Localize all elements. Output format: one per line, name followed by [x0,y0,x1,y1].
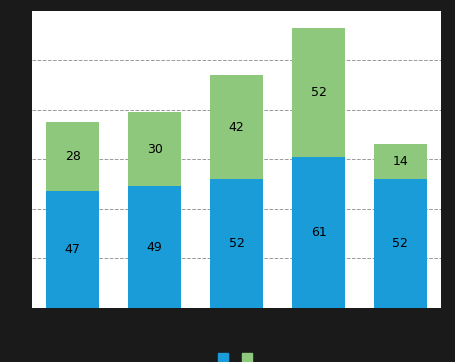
Text: 47: 47 [65,243,81,256]
Text: 61: 61 [311,226,326,239]
Text: 52: 52 [311,86,326,99]
Bar [210,179,263,308]
Text: 30: 30 [147,143,162,156]
Text: 52: 52 [393,237,408,250]
Text: 28: 28 [65,150,81,163]
Bar [374,144,427,179]
Bar [46,122,99,191]
Legend: , : , [213,348,260,362]
Text: 52: 52 [229,237,244,250]
Text: 14: 14 [393,155,408,168]
Bar [128,112,181,186]
Bar [128,186,181,308]
Bar [292,157,345,308]
Bar [210,75,263,179]
Bar [374,179,427,308]
Text: 42: 42 [229,121,244,134]
Bar [292,28,345,157]
Bar [46,191,99,308]
Text: 49: 49 [147,241,162,254]
